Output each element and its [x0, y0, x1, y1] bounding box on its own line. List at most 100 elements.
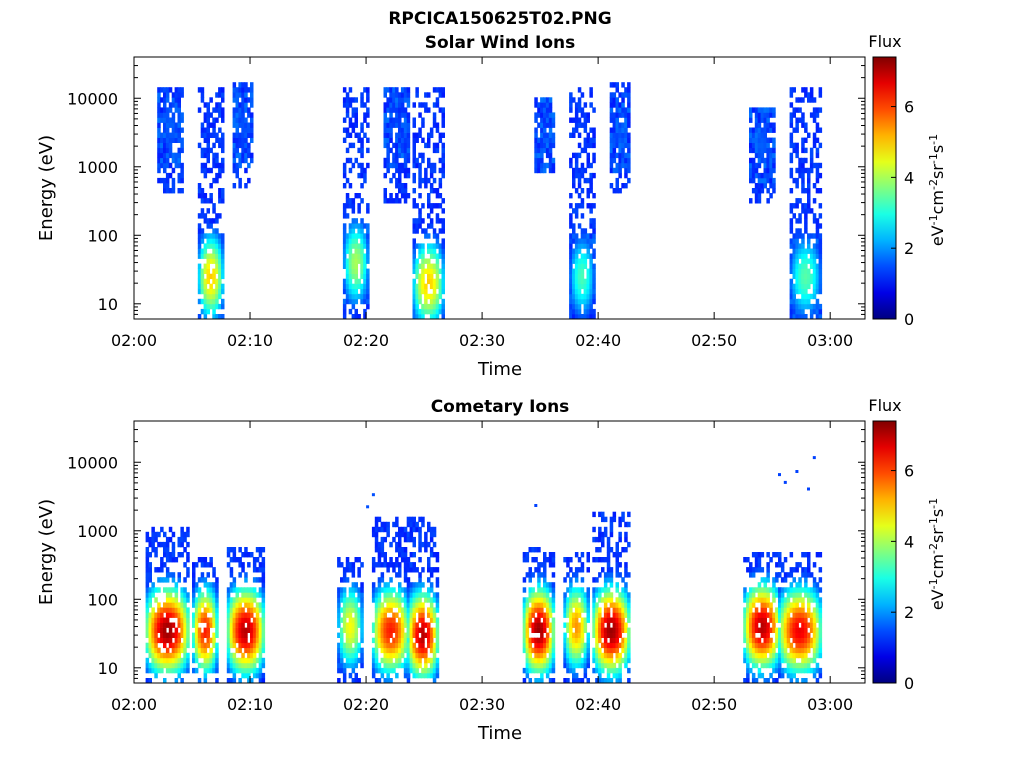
heatmap-cell	[798, 243, 802, 249]
heatmap-cell	[200, 188, 205, 194]
heatmap-cell	[766, 602, 770, 608]
heatmap-cell	[351, 298, 356, 305]
heatmap-cell	[418, 213, 422, 219]
heatmap-cell	[421, 607, 425, 613]
heatmap-cell	[363, 223, 367, 229]
heatmap-cell	[795, 263, 799, 269]
heatmap-cell	[804, 213, 808, 219]
heatmap-cell	[261, 678, 266, 684]
heatmap-cell	[203, 132, 208, 138]
heatmap-cell	[247, 612, 251, 618]
heatmap-cell	[598, 531, 602, 538]
heatmap-cell	[380, 587, 385, 593]
heatmap-cell	[342, 587, 347, 593]
heatmap-cell	[807, 188, 811, 194]
heatmap-cell	[809, 87, 814, 93]
heatmap-cell	[406, 637, 411, 644]
heatmap-cell	[424, 308, 428, 315]
heatmap-cell	[406, 193, 411, 199]
heatmap-cell	[145, 607, 150, 613]
heatmap-cell	[250, 597, 254, 603]
x-tick-label: 02:50	[691, 695, 737, 714]
heatmap-cell	[545, 657, 550, 664]
heatmap-cell	[624, 172, 628, 179]
heatmap-cell	[751, 647, 756, 654]
solar-wind-x-label: Time	[477, 359, 522, 380]
heatmap-cell	[809, 667, 814, 674]
heatmap-cell	[403, 557, 408, 563]
heatmap-cell	[197, 193, 202, 199]
heatmap-cell	[206, 223, 210, 229]
heatmap-cell	[606, 562, 611, 568]
heatmap-cell	[345, 213, 350, 219]
heatmap-cell	[751, 657, 756, 664]
heatmap-cell	[543, 132, 547, 138]
heatmap-cell	[406, 157, 411, 164]
heatmap-cell	[543, 122, 547, 128]
heatmap-cell	[345, 577, 350, 583]
heatmap-cell	[258, 627, 263, 633]
heatmap-cell	[163, 652, 167, 659]
heatmap-cell	[209, 258, 213, 264]
heatmap-cell	[429, 308, 434, 315]
heatmap-cell	[804, 293, 808, 300]
heatmap-cell	[412, 238, 416, 244]
heatmap-cell	[258, 678, 263, 684]
heatmap-cell	[540, 657, 544, 664]
heatmap-cell	[609, 662, 614, 669]
heatmap-cell	[163, 552, 167, 558]
heatmap-cell	[432, 298, 437, 305]
heatmap-cell	[789, 587, 794, 593]
heatmap-cell	[592, 137, 596, 143]
heatmap-cell	[804, 258, 808, 264]
heatmap-cell	[148, 592, 152, 598]
heatmap-cell	[374, 587, 379, 593]
heatmap-cell	[415, 298, 419, 305]
heatmap-cell	[160, 662, 164, 669]
heatmap-cell	[403, 127, 408, 133]
heatmap-cell	[345, 288, 350, 295]
heatmap-cell	[203, 218, 208, 224]
heatmap-cell	[612, 122, 617, 128]
heatmap-cell	[595, 592, 599, 598]
heatmap-cell	[255, 617, 260, 623]
heatmap-cell	[760, 157, 765, 164]
heatmap-cell	[772, 157, 776, 164]
heatmap-cell	[789, 87, 794, 93]
heatmap-cell	[221, 303, 225, 310]
heatmap-cell	[537, 147, 541, 154]
heatmap-cell	[389, 667, 393, 674]
heatmap-cell	[621, 162, 625, 169]
heatmap-cell	[589, 92, 593, 98]
heatmap-cell	[595, 607, 599, 613]
heatmap-cell	[435, 303, 440, 310]
heatmap-cell	[226, 607, 231, 613]
heatmap-cell	[168, 152, 173, 159]
heatmap-cell	[586, 243, 590, 249]
heatmap-cell	[351, 602, 356, 608]
x-tick-label: 03:00	[807, 695, 853, 714]
heatmap-cell	[525, 602, 530, 608]
heatmap-cell	[580, 122, 585, 128]
heatmap-cell	[804, 127, 808, 133]
heatmap-cell	[789, 132, 794, 138]
heatmap-cell	[383, 582, 387, 588]
heatmap-cell	[801, 97, 805, 103]
heatmap-cell	[545, 637, 550, 644]
heatmap-cell	[804, 652, 808, 659]
heatmap-cell	[589, 314, 593, 320]
heatmap-cell	[177, 87, 181, 93]
heatmap-cell	[340, 642, 344, 649]
heatmap-cell	[395, 132, 399, 138]
heatmap-cell	[580, 642, 585, 649]
heatmap-cell	[812, 218, 817, 224]
heatmap-cell	[427, 162, 431, 169]
heatmap-cell	[380, 536, 385, 543]
heatmap-cell	[815, 647, 820, 654]
heatmap-cell	[354, 112, 358, 118]
heatmap-cell	[354, 582, 358, 588]
heatmap-cell	[798, 647, 802, 654]
heatmap-cell	[624, 112, 628, 118]
heatmap-cell	[772, 678, 776, 684]
heatmap-cell	[151, 541, 155, 548]
